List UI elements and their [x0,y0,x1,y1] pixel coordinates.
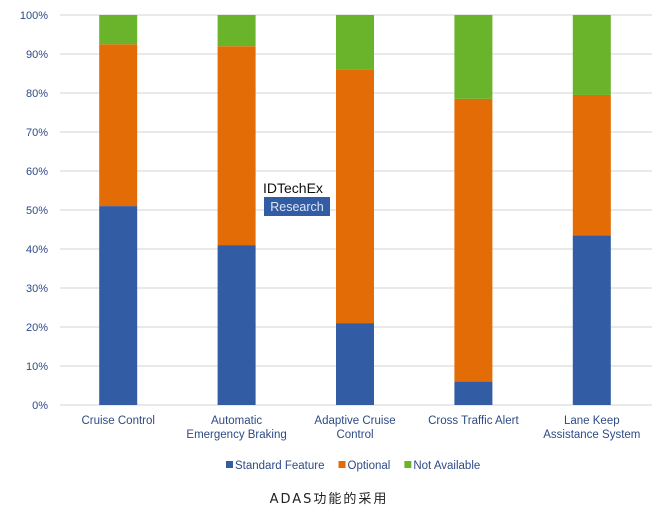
legend-swatch [404,461,412,468]
x-tick-label: Adaptive Cruise [314,415,395,427]
x-tick-label: Assistance System [543,429,640,441]
x-tick-label: Emergency Braking [186,429,286,441]
bar-segment [572,15,611,95]
legend-swatch [226,461,233,468]
legend-label: Standard Feature [235,460,325,472]
bar-segment [99,44,138,207]
y-tick-label: 20% [26,322,48,334]
bar-segment [99,15,138,45]
y-tick-label: 40% [26,244,48,256]
x-tick-label: Cross Traffic Alert [428,415,519,427]
bar-segment [454,381,493,405]
y-tick-label: 50% [26,205,48,217]
legend-label: Optional [348,460,391,472]
y-tick-label: 80% [26,88,48,100]
bar-segment [572,94,611,236]
bar-segment [336,323,374,405]
x-tick-label: Cruise Control [81,415,155,427]
y-tick-label: 70% [26,127,48,139]
legend-label: Not Available [413,460,480,472]
x-tick-label: Control [336,429,373,441]
y-tick-label: 30% [26,283,48,295]
y-tick-label: 60% [26,166,48,178]
x-tick-label: Automatic [211,415,262,427]
watermark-badge [264,197,330,216]
bar-segment [217,245,256,405]
chart-caption: ADAS功能的采用 [269,492,389,507]
bar-segment [572,235,611,405]
x-tick-label: Lane Keep [564,415,620,427]
bar-segment [217,46,256,246]
y-tick-label: 100% [20,10,48,22]
bar-segment [336,69,374,324]
bar-segment [336,15,374,70]
bar-segment [99,206,138,405]
y-tick-label: 90% [26,49,48,61]
stacked-bar-chart: 0% 10% 20% 30% 40% 50% 60% 70% 80% 90% 100% Cruise … [20,10,652,472]
watermark-logo-sub: Research [270,200,324,214]
bar-segment [454,98,493,382]
bar-segment [454,15,493,99]
legend-swatch [338,461,346,468]
bar-segment [217,15,256,47]
y-tick-label: 0% [32,400,48,412]
watermark-logo: IDTechEx [263,180,323,196]
y-tick-label: 10% [26,361,48,373]
